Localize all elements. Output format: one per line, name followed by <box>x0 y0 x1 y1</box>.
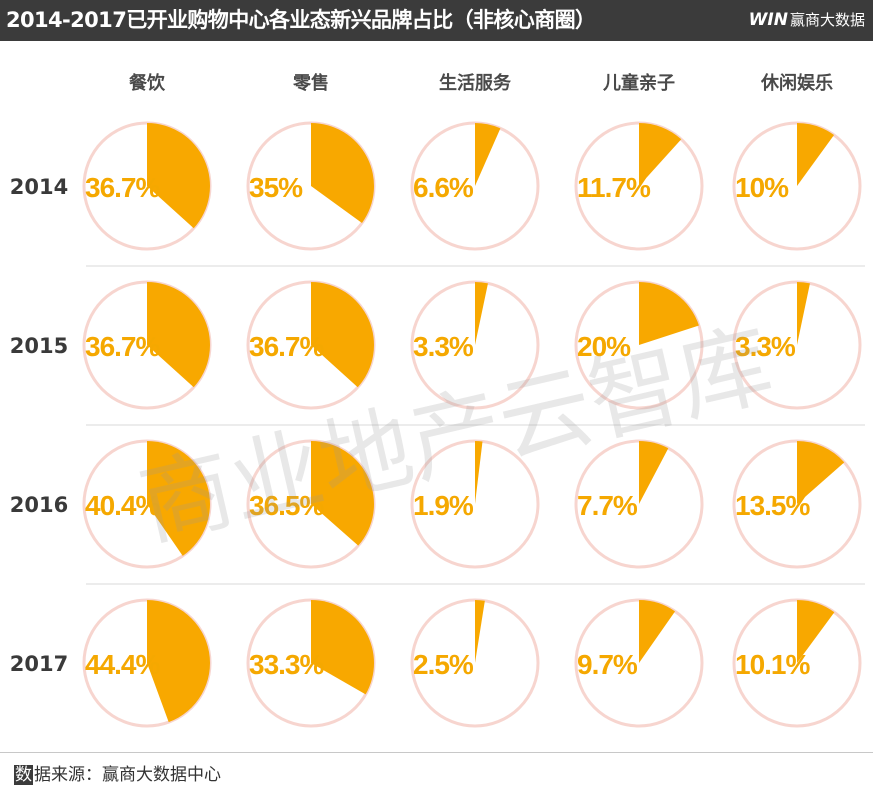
brand-name: 赢商大数据 <box>789 11 865 29</box>
value-label-2015-3: 3.3% <box>413 331 474 362</box>
value-label-2015-4: 20% <box>577 331 631 362</box>
value-label-2017-1: 44.4% <box>85 649 160 680</box>
category-label-5: 休闲娱乐 <box>760 72 833 94</box>
value-label-2015-5: 3.3% <box>735 331 796 362</box>
pie-slice-2015-4 <box>639 282 699 345</box>
year-label-2017: 2017 <box>10 652 68 676</box>
pie-slice-2014-2 <box>311 123 375 224</box>
pie-slice-2015-1 <box>147 282 210 388</box>
pie-slice-2017-5 <box>797 600 835 663</box>
pie-slice-2016-1 <box>147 441 210 556</box>
category-label-3: 生活服务 <box>439 72 512 94</box>
category-label-2: 零售 <box>292 72 329 94</box>
category-label-4: 儿童亲子 <box>602 72 675 94</box>
pie-slice-2017-1 <box>147 600 210 723</box>
value-label-2017-3: 2.5% <box>413 649 474 680</box>
pie-slice-2015-2 <box>311 282 374 388</box>
pie-slice-2017-3 <box>475 600 485 663</box>
value-label-2015-1: 36.7% <box>85 331 160 362</box>
value-label-2017-5: 10.1% <box>735 649 810 680</box>
value-label-2016-5: 13.5% <box>735 490 810 521</box>
pie-slice-2016-2 <box>311 441 375 546</box>
year-label-2016: 2016 <box>10 493 68 517</box>
value-label-2014-4: 11.7% <box>577 172 651 203</box>
pie-slice-2016-4 <box>639 441 669 504</box>
footer: 数据来源：赢商大数据中心 <box>0 752 873 788</box>
pie-slice-2014-1 <box>147 123 210 229</box>
category-label-1: 餐饮 <box>128 72 166 94</box>
value-label-2017-4: 9.7% <box>577 649 638 680</box>
value-label-2016-4: 7.7% <box>577 490 638 521</box>
value-label-2017-2: 33.3% <box>249 649 324 680</box>
brand-logo: WIN 赢商大数据 <box>749 0 865 41</box>
year-label-2014: 2014 <box>10 175 68 199</box>
title-bar: 2014-2017已开业购物中心各业态新兴品牌占比（非核心商圈） WIN 赢商大数… <box>0 0 873 41</box>
value-label-2015-2: 36.7% <box>249 331 324 362</box>
chart-title: 2014-2017已开业购物中心各业态新兴品牌占比（非核心商圈） <box>6 8 596 32</box>
value-label-2014-2: 35% <box>249 172 303 203</box>
pie-slice-2017-4 <box>639 600 676 663</box>
pie-slice-2014-5 <box>797 123 835 186</box>
value-label-2016-2: 36.5% <box>249 490 324 521</box>
pie-slice-2016-3 <box>475 441 483 504</box>
pie-slice-2014-3 <box>475 123 501 186</box>
source-note-text: 据来源：赢商大数据中心 <box>34 765 221 785</box>
value-label-2016-1: 40.4% <box>85 490 160 521</box>
pie-slice-2015-3 <box>475 282 488 345</box>
source-note-first-char: 数 <box>14 765 33 785</box>
pie-slice-2014-4 <box>639 123 682 186</box>
pie-slice-2016-5 <box>797 441 845 504</box>
value-label-2014-1: 36.7% <box>85 172 160 203</box>
value-label-2014-5: 10% <box>735 172 789 203</box>
win-logo-mark: WIN <box>748 10 788 30</box>
pie-slice-2015-5 <box>797 282 810 345</box>
value-label-2016-3: 1.9% <box>413 490 474 521</box>
pie-grid-chart: 餐饮 零售 生活服务 儿童亲子 休闲娱乐 2014 2015 2016 2017 36.7% 35%… <box>10 72 865 728</box>
pie-slice-2017-2 <box>311 600 375 695</box>
source-note: 数据来源：赢商大数据中心 <box>14 760 221 785</box>
year-label-2015: 2015 <box>10 334 68 358</box>
value-label-2014-3: 6.6% <box>413 172 474 203</box>
